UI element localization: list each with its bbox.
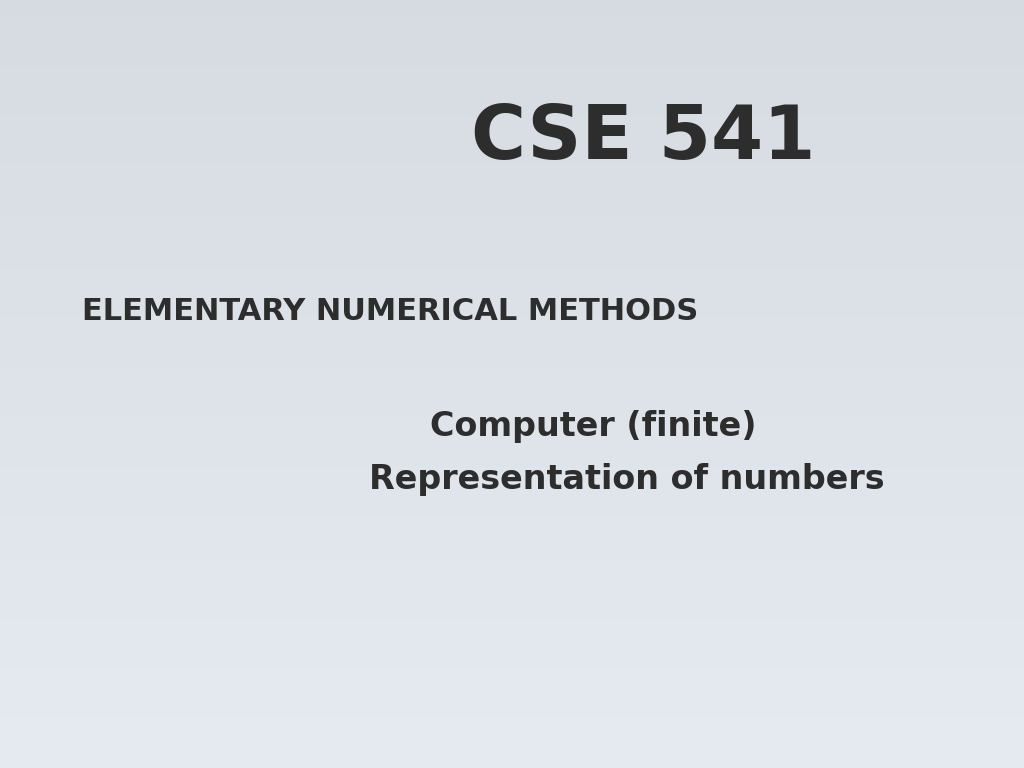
Text: ELEMENTARY NUMERICAL METHODS: ELEMENTARY NUMERICAL METHODS (82, 296, 698, 326)
Text: Computer (finite): Computer (finite) (430, 410, 757, 442)
Text: Representation of numbers: Representation of numbers (369, 464, 885, 496)
Text: CSE 541: CSE 541 (471, 101, 815, 175)
